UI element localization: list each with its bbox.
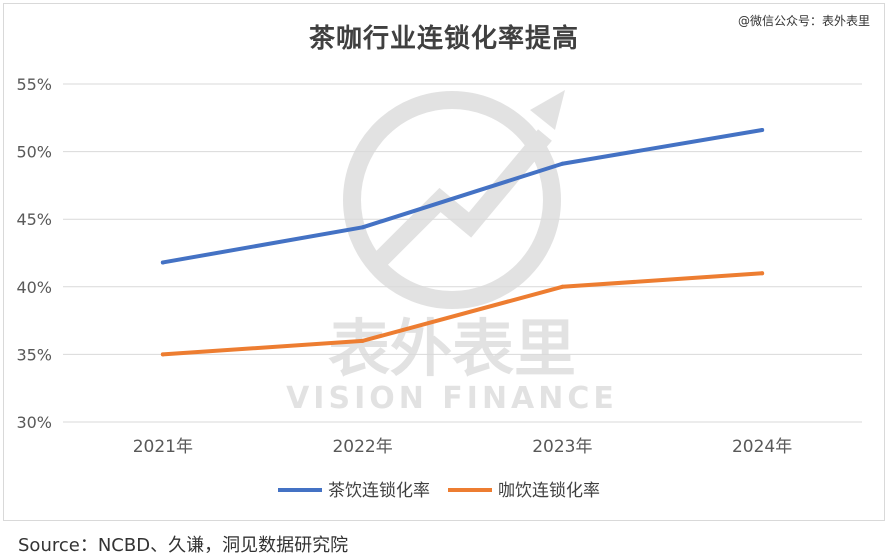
data-point — [160, 260, 165, 265]
series-line-2 — [160, 271, 765, 357]
watermark-arrow-head-icon — [530, 90, 565, 130]
y-tick-label: 30% — [16, 413, 52, 432]
y-tick-label: 50% — [16, 143, 52, 162]
y-axis: 30% 35% 40% 45% 50% 55% — [16, 75, 52, 432]
watermark-ring — [343, 91, 561, 309]
data-point — [160, 352, 165, 357]
watermark: 表外表里 VISION FINANCE — [286, 90, 618, 416]
x-tick-label: 2021年 — [133, 437, 193, 457]
legend-label: 茶饮连锁化率 — [328, 481, 430, 501]
series-line-1 — [160, 127, 765, 265]
watermark-text-en: VISION FINANCE — [286, 381, 618, 416]
data-point — [760, 127, 765, 132]
x-tick-label: 2024年 — [732, 437, 792, 457]
y-tick-label: 55% — [16, 75, 52, 94]
data-point — [760, 271, 765, 276]
y-tick-label: 35% — [16, 345, 52, 364]
data-point — [360, 338, 365, 343]
wechat-credit: @微信公众号：表外表里 — [737, 14, 870, 28]
data-point — [560, 161, 565, 166]
x-tick-label: 2023年 — [532, 437, 592, 457]
data-point — [560, 284, 565, 289]
gridlines — [63, 83, 862, 423]
legend: 茶饮连锁化率 咖饮连锁化率 — [278, 481, 600, 501]
y-tick-label: 40% — [16, 278, 52, 297]
x-tick-label: 2022年 — [332, 437, 392, 457]
watermark-text-cn: 表外表里 — [328, 312, 576, 385]
chart-title: 茶咖行业连锁化率提高 — [308, 24, 579, 54]
data-point — [360, 225, 365, 230]
legend-label: 咖饮连锁化率 — [498, 481, 600, 501]
series-lines — [160, 127, 765, 357]
x-axis: 2021年 2022年 2023年 2024年 — [133, 437, 793, 457]
y-tick-label: 45% — [16, 210, 52, 229]
chart-frame — [3, 3, 885, 521]
line-chart: 表外表里 VISION FINANCE 30% 35% 40% 45% 50% 55% 2… — [16, 75, 862, 501]
source-note: Source：NCBD、久谦，洞见数据研究院 — [18, 535, 349, 556]
